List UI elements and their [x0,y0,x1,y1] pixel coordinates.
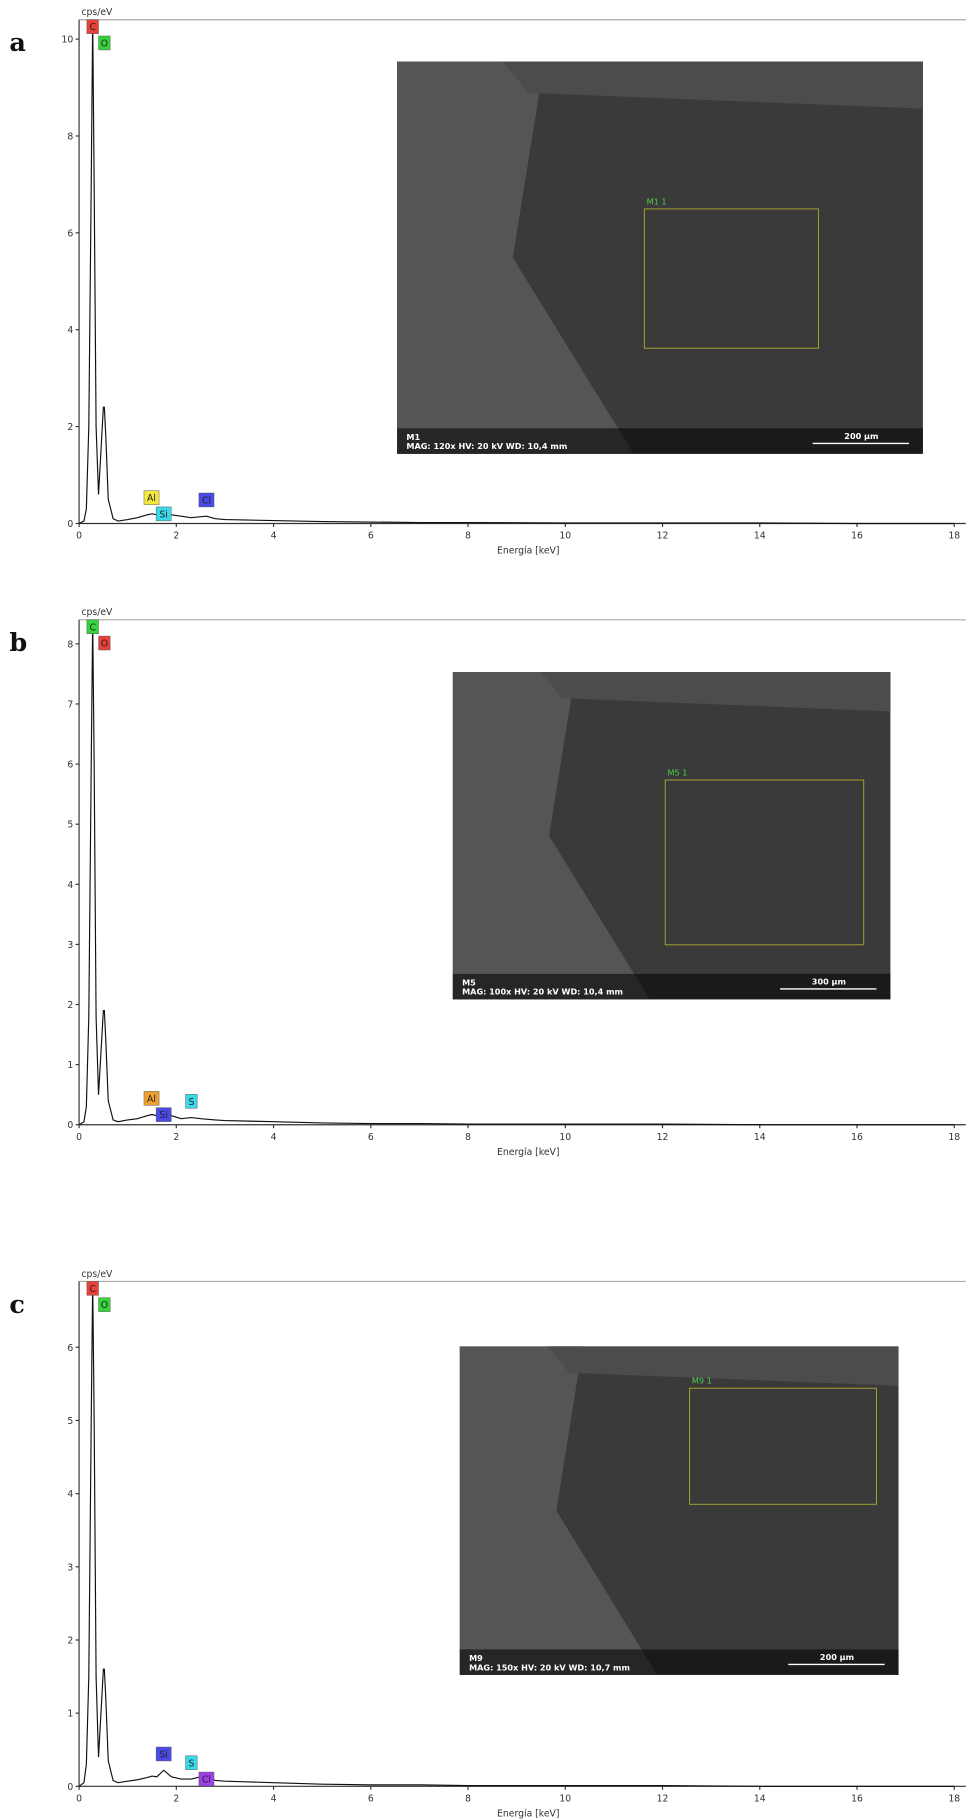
x-tick-label: 16 [851,1132,863,1143]
y-axis-label: cps/eV [81,607,113,618]
y-tick-label: 1 [67,1060,73,1071]
peak-label: Si [159,1749,167,1760]
x-tick-label: 10 [559,1132,571,1143]
peak-label: S [188,1758,194,1769]
peak-label: C [89,22,95,33]
y-axis-label: cps/eV [81,1269,113,1280]
x-tick-label: 2 [173,1793,179,1804]
x-tick-label: 2 [173,1132,179,1143]
peak-label: Al [147,493,156,504]
x-tick-label: 4 [271,531,277,542]
x-tick-label: 16 [851,1793,863,1804]
roi-label: M9 1 [692,1376,712,1386]
x-axis-label: Energía [keV] [497,1809,559,1820]
x-tick-label: 14 [754,1793,766,1804]
scale-bar-label: 200 µm [820,1652,854,1662]
sem-info: MAG: 120x HV: 20 kV WD: 10,4 mm [406,441,567,451]
y-axis-label: cps/eV [81,7,113,18]
peak-label: Al [147,1094,156,1105]
scale-bar-label: 200 µm [844,431,878,441]
x-tick-label: 10 [559,1793,571,1804]
x-tick-label: 14 [754,1132,766,1143]
x-tick-label: 18 [948,1793,960,1804]
y-tick-label: 5 [67,820,73,831]
x-tick-label: 18 [948,531,960,542]
sem-info: MAG: 150x HV: 20 kV WD: 10,7 mm [469,1662,630,1672]
y-tick-label: 5 [67,1416,73,1427]
y-tick-label: 4 [67,325,73,336]
panel-label: b [9,628,27,658]
peak-label: O [101,1300,108,1311]
y-tick-label: 4 [67,880,73,891]
y-tick-label: 0 [67,1782,73,1793]
x-tick-label: 10 [559,531,571,542]
x-tick-label: 12 [657,1132,669,1143]
peak-label: C [89,1284,95,1295]
x-tick-label: 14 [754,531,766,542]
x-axis-label: Energía [keV] [497,1147,559,1158]
y-tick-label: 10 [61,35,73,46]
roi-label: M1 1 [647,196,667,206]
x-tick-label: 8 [465,531,471,542]
panel-label: c [9,1290,25,1320]
y-tick-label: 0 [67,519,73,530]
y-tick-label: 7 [67,699,73,710]
x-tick-label: 0 [76,1132,82,1143]
x-tick-label: 4 [271,1793,277,1804]
x-tick-label: 0 [76,531,82,542]
y-tick-label: 3 [67,1562,73,1573]
peak-label: Cl [202,1775,211,1786]
figure: acps/eVEnergía [keV]02468100246810121416… [0,0,966,1820]
panel-label: a [9,28,26,58]
peak-label: C [89,622,95,633]
y-tick-label: 8 [67,639,73,650]
y-tick-label: 3 [67,940,73,951]
peak-label: Si [159,1110,167,1121]
x-tick-label: 6 [368,1793,374,1804]
x-tick-label: 4 [271,1132,277,1143]
x-tick-label: 8 [465,1132,471,1143]
x-tick-label: 12 [657,531,669,542]
peak-label: O [101,38,108,49]
y-tick-label: 6 [67,1343,73,1354]
roi-label: M5 1 [668,767,688,777]
y-tick-label: 2 [67,1635,73,1646]
y-tick-label: 1 [67,1709,73,1720]
y-tick-label: 6 [67,228,73,239]
x-tick-label: 6 [368,531,374,542]
y-tick-label: 2 [67,422,73,433]
sem-info: MAG: 100x HV: 20 kV WD: 10,4 mm [462,987,623,997]
peak-label: O [101,639,108,650]
x-tick-label: 0 [76,1793,82,1804]
x-tick-label: 8 [465,1793,471,1804]
y-tick-label: 6 [67,760,73,771]
peak-label: Si [159,509,167,520]
x-axis-label: Energía [keV] [497,546,559,557]
x-tick-label: 12 [657,1793,669,1804]
x-tick-label: 16 [851,531,863,542]
scale-bar-label: 300 µm [812,976,846,986]
x-tick-label: 18 [948,1132,960,1143]
page: {"chart_data":[ {"type":"line","panel":"… [0,0,966,1820]
y-tick-label: 0 [67,1120,73,1131]
peak-label: S [188,1097,194,1108]
y-tick-label: 2 [67,1000,73,1011]
y-tick-label: 8 [67,131,73,142]
x-tick-label: 2 [173,531,179,542]
y-tick-label: 4 [67,1489,73,1500]
x-tick-label: 6 [368,1132,374,1143]
peak-label: Cl [202,495,211,506]
